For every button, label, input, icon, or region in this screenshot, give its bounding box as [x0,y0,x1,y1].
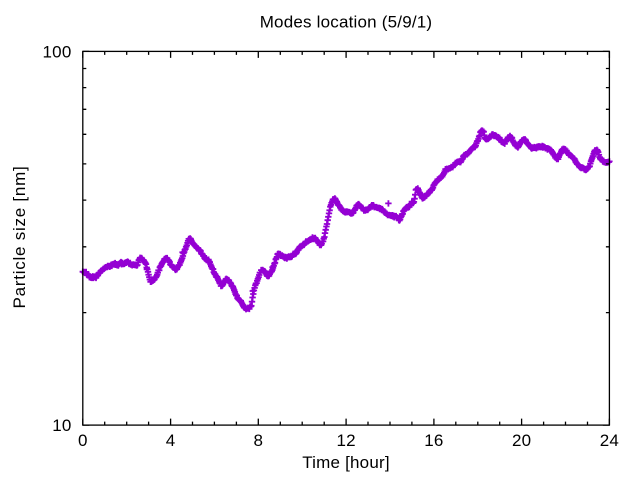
svg-text:Time [hour]: Time [hour] [302,453,390,472]
svg-text:16: 16 [424,431,443,450]
svg-text:24: 24 [600,431,619,450]
svg-text:8: 8 [253,431,263,450]
svg-text:100: 100 [43,42,72,61]
svg-text:Particle size [nm]: Particle size [nm] [10,166,29,309]
svg-text:0: 0 [78,431,88,450]
svg-text:20: 20 [512,431,531,450]
svg-text:Modes location (5/9/1): Modes location (5/9/1) [260,13,433,32]
svg-text:10: 10 [52,416,71,435]
svg-text:12: 12 [336,431,355,450]
svg-text:4: 4 [166,431,176,450]
